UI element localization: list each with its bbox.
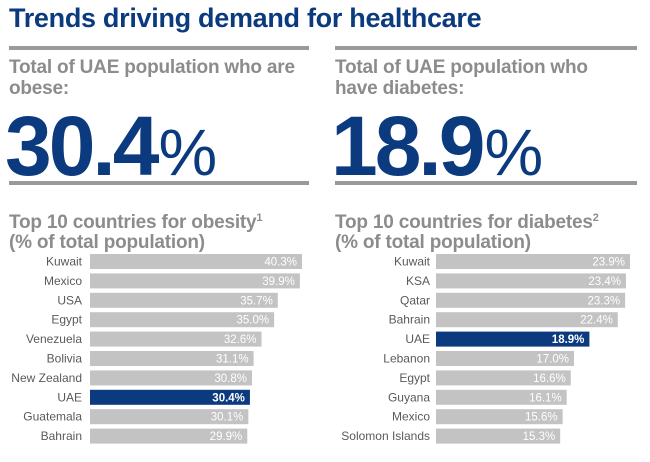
value-label: 35.7%: [240, 295, 273, 307]
value-label: 16.1%: [529, 392, 562, 404]
diabetes-chart-title: Top 10 countries for diabetes: [335, 212, 593, 233]
bar: [436, 273, 626, 289]
obesity-total-heading: Total of UAE population who are obese:: [9, 57, 295, 99]
category-label: Guyana: [388, 390, 430, 404]
category-label: Bahrain: [389, 313, 430, 327]
category-label: UAE: [57, 390, 82, 404]
obesity-chart-title: Top 10 countries for obesity: [9, 212, 257, 233]
bar: [90, 351, 254, 366]
bar: [436, 389, 567, 405]
bar: [90, 292, 278, 308]
diabetes-chart-heading: Top 10 countries for diabetes2 (% of tot…: [335, 208, 645, 253]
value-label: 30.4%: [212, 392, 245, 404]
value-label: 35.0%: [237, 315, 270, 327]
bar: [436, 409, 563, 425]
diabetes-total-unit: %: [484, 115, 544, 189]
category-label: Kuwait: [46, 255, 83, 269]
value-label: 40.3%: [264, 257, 297, 269]
bar: [436, 292, 626, 308]
category-label: Solomon Islands: [341, 429, 430, 443]
category-label: Bolivia: [47, 352, 83, 366]
divider-rule: [335, 46, 637, 50]
value-label: 15.6%: [525, 412, 558, 424]
category-label: Guatemala: [23, 410, 82, 424]
category-label: UAE: [405, 332, 430, 346]
value-label: 17.0%: [536, 354, 569, 366]
obesity-total-number: 30.4: [5, 99, 159, 193]
bar: [436, 351, 574, 366]
diabetes-total-value: 18.9%: [331, 98, 543, 195]
divider-rule: [335, 181, 637, 185]
category-label: KSA: [406, 274, 430, 288]
category-label: Egypt: [399, 371, 430, 385]
value-label: 32.6%: [224, 334, 257, 346]
bar: [436, 254, 630, 269]
value-label: 18.9%: [552, 334, 585, 346]
bar: [90, 254, 302, 269]
value-label: 16.6%: [533, 373, 566, 385]
bar: [436, 428, 561, 444]
diabetes-bar-chart: Kuwait 23.9% KSA 23.4% Qatar 23.3% Bahrain 22.4…: [341, 254, 630, 444]
value-label: 39.9%: [262, 276, 295, 288]
divider-rule: [9, 181, 309, 185]
value-label: 31.1%: [216, 354, 249, 366]
bar: [90, 312, 275, 328]
value-label: 30.1%: [211, 412, 244, 424]
bar-highlight: [436, 331, 590, 347]
diabetes-chart-footnote: 2: [592, 212, 599, 224]
value-label: 23.4%: [588, 276, 621, 288]
bar: [90, 331, 262, 347]
bar: [90, 370, 253, 386]
value-label: 23.3%: [588, 295, 621, 307]
obesity-bar-chart: Kuwait 40.3% Mexico 39.9% USA 35.7% Egypt 35.0%…: [11, 254, 302, 444]
category-label: New Zealand: [11, 371, 82, 385]
obesity-chart-subtitle: (% of total population): [9, 232, 205, 253]
diabetes-total-number: 18.9: [331, 99, 485, 193]
diabetes-chart-subtitle: (% of total population): [335, 232, 531, 253]
category-label: USA: [57, 293, 82, 307]
category-label: Bahrain: [41, 429, 82, 443]
divider-rule: [9, 46, 309, 50]
category-label: Venezuela: [26, 332, 82, 346]
category-label: Kuwait: [394, 255, 431, 269]
bar: [90, 273, 300, 289]
bar-highlight: [90, 389, 250, 405]
category-label: Mexico: [44, 274, 82, 288]
category-label: Egypt: [51, 313, 82, 327]
obesity-total-value: 30.4%: [5, 98, 217, 195]
value-label: 29.9%: [210, 431, 243, 443]
bar: [90, 428, 248, 444]
bar: [436, 312, 618, 328]
obesity-chart-footnote: 1: [256, 212, 263, 224]
obesity-total-unit: %: [158, 115, 218, 189]
bar: [436, 370, 571, 386]
category-label: Lebanon: [383, 352, 430, 366]
value-label: 23.9%: [592, 257, 625, 269]
diabetes-total-heading: Total of UAE population who have diabete…: [335, 57, 588, 99]
value-label: 30.8%: [214, 373, 247, 385]
value-label: 22.4%: [580, 315, 613, 327]
page-title: Trends driving demand for healthcare: [9, 3, 482, 33]
category-label: Mexico: [392, 410, 430, 424]
bar: [90, 409, 249, 425]
value-label: 15.3%: [523, 431, 556, 443]
category-label: Qatar: [400, 293, 430, 307]
obesity-chart-heading: Top 10 countries for obesity1 (% of tota…: [9, 208, 319, 253]
